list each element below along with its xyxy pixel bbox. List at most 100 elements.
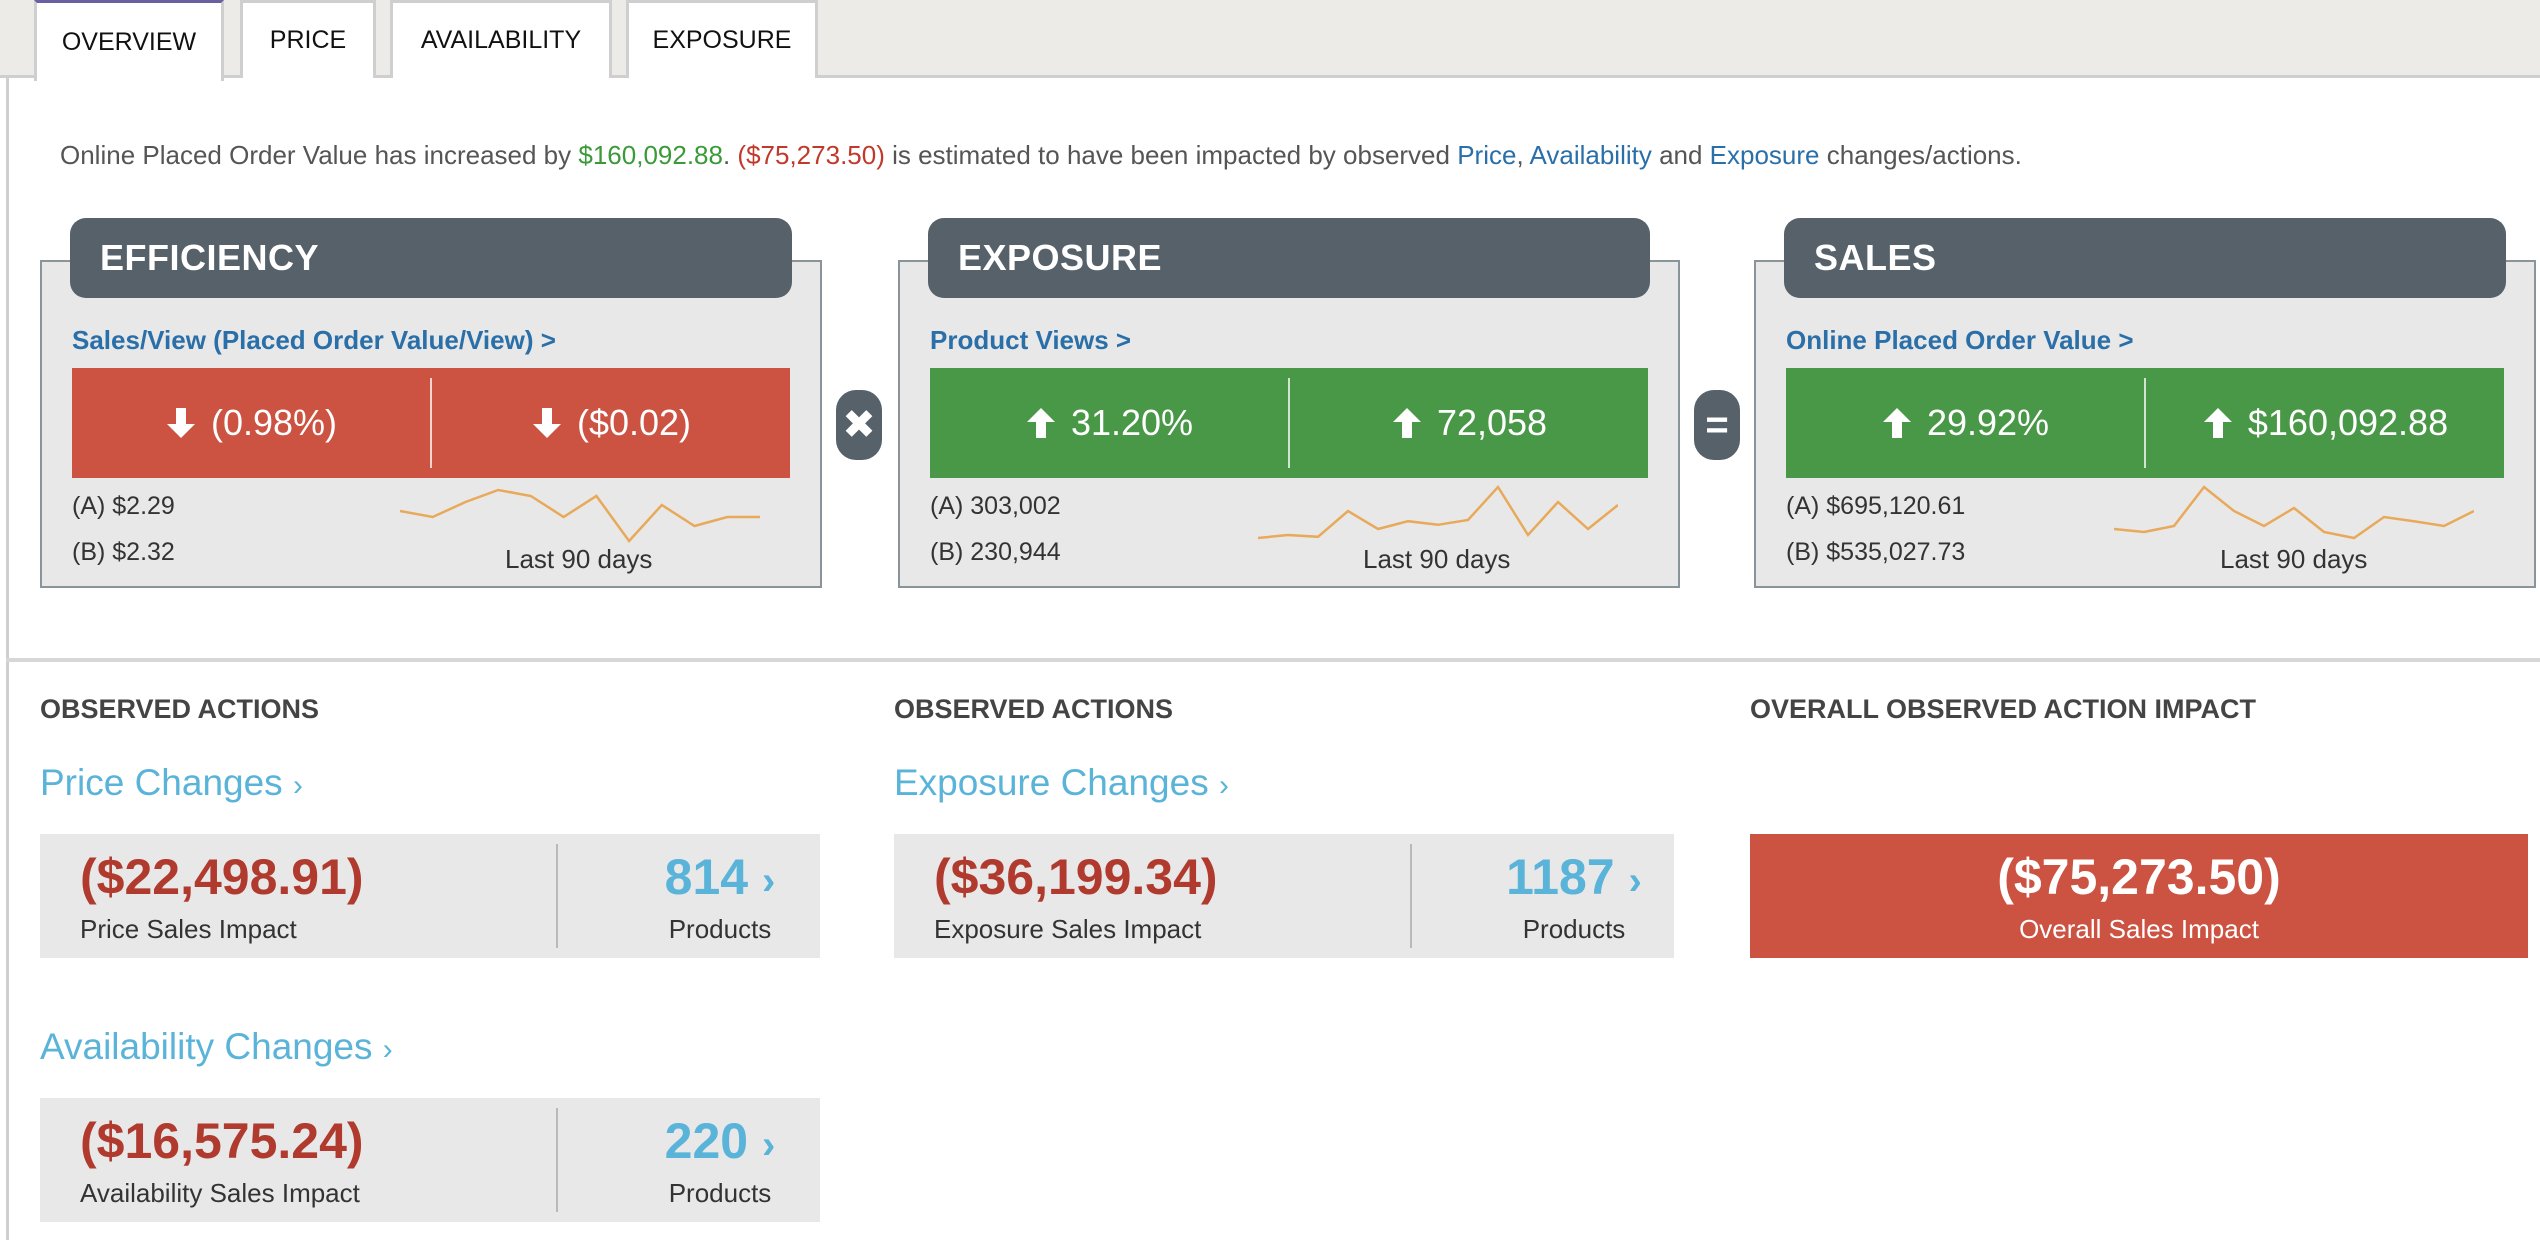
chevron-right-icon: › [762, 1123, 776, 1167]
tab-price[interactable]: PRICE [240, 0, 376, 78]
arrow-down-icon [166, 408, 195, 438]
tab-exposure[interactable]: EXPOSURE [626, 0, 818, 78]
summary-price-link[interactable]: Price [1457, 140, 1517, 170]
section-divider [6, 658, 2540, 662]
observed-actions-title: OBSERVED ACTIONS [894, 694, 1174, 724]
availability-impact-box: ($16,575.24) Availability Sales Impact 2… [40, 1098, 820, 1222]
divider [2144, 378, 2146, 468]
observed-actions-title: OBSERVED ACTIONS [40, 694, 320, 724]
availability-products-count: 220 [664, 1113, 749, 1169]
exposure-metric-link[interactable]: Product Views > [930, 325, 1132, 355]
summary-exposure-link[interactable]: Exposure [1709, 140, 1820, 170]
chevron-right-icon: › [382, 1033, 393, 1066]
summary-availability-link[interactable]: Availability [1529, 140, 1652, 170]
divider [556, 844, 558, 948]
efficiency-period-b: (B) $2.32 [72, 538, 175, 566]
overall-impact-box: ($75,273.50) Overall Sales Impact [1750, 834, 2528, 958]
availability-changes-label: Availability Changes [40, 1026, 373, 1067]
summary-part: Online Placed Order Value has increased … [60, 140, 579, 170]
exposure-products-link[interactable]: 1187 › [1474, 848, 1674, 906]
efficiency-abs-value: ($0.02) [576, 402, 692, 443]
exposure-products-count: 1187 [1506, 849, 1615, 905]
arrow-up-icon [1882, 408, 1911, 438]
multiply-operator: ✖ [836, 390, 882, 460]
exposure-period-b: (B) 230,944 [930, 538, 1061, 566]
exposure-changes-link[interactable]: Exposure Changes › [894, 762, 1229, 804]
divider [556, 1108, 558, 1212]
sales-card-title: SALES [1784, 218, 2506, 298]
price-products-label: Products [668, 914, 772, 944]
chevron-right-icon: › [1628, 859, 1642, 903]
summary-part: changes/actions. [1819, 140, 2022, 170]
sales-pct-value: 29.92% [1926, 402, 2050, 443]
efficiency-change-bar: (0.98%) ($0.02) [72, 368, 790, 478]
summary-text: Online Placed Order Value has increased … [60, 140, 2022, 171]
exposure-change-bar: 31.20% 72,058 [930, 368, 1648, 478]
exposure-abs-change: 72,058 [1290, 368, 1648, 478]
price-impact-label: Price Sales Impact [80, 914, 297, 944]
availability-products-label: Products [668, 1178, 772, 1208]
efficiency-metric-link[interactable]: Sales/View (Placed Order Value/View) > [72, 325, 556, 355]
exposure-pct-value: 31.20% [1070, 402, 1194, 443]
efficiency-period-a: (A) $2.29 [72, 492, 175, 520]
summary-increase-value: $160,092.88 [578, 140, 723, 170]
arrow-up-icon [1392, 408, 1421, 438]
efficiency-pct-value: (0.98%) [210, 402, 338, 443]
efficiency-abs-change: ($0.02) [432, 368, 790, 478]
summary-impact-value: ($75,273.50) [737, 140, 885, 170]
overall-impact-title: OVERALL OBSERVED ACTION IMPACT [1750, 694, 2257, 724]
price-changes-link[interactable]: Price Changes › [40, 762, 303, 804]
overall-impact-label: Overall Sales Impact [2019, 914, 2259, 944]
arrow-up-icon [2203, 408, 2232, 438]
exposure-pct-change: 31.20% [930, 368, 1288, 478]
summary-part: , [1516, 140, 1530, 170]
summary-part: is estimated to have been impacted by ob… [884, 140, 1458, 170]
sparkline-path [2114, 485, 2474, 540]
exposure-impact-label: Exposure Sales Impact [934, 914, 1202, 944]
tab-availability[interactable]: AVAILABILITY [390, 0, 612, 78]
tab-bar: OVERVIEW PRICE AVAILABILITY EXPOSURE [0, 0, 2540, 81]
efficiency-card-title: EFFICIENCY [70, 218, 792, 298]
chevron-right-icon: › [762, 859, 776, 903]
availability-changes-link[interactable]: Availability Changes › [40, 1026, 393, 1068]
sales-period-a: (A) $695,120.61 [1786, 492, 1966, 520]
exposure-changes-label: Exposure Changes [894, 762, 1209, 803]
sales-period-b: (B) $535,027.73 [1786, 538, 1966, 566]
sales-abs-value: $160,092.88 [2247, 402, 2449, 443]
overall-impact-value: ($75,273.50) [1997, 849, 2281, 905]
price-changes-label: Price Changes [40, 762, 283, 803]
availability-impact-value: ($16,575.24) [80, 1113, 364, 1169]
chevron-right-icon: › [1218, 769, 1229, 802]
exposure-period-label: Last 90 days [1363, 544, 1511, 574]
exposure-impact-box: ($36,199.34) Exposure Sales Impact 1187 … [894, 834, 1674, 958]
exposure-abs-value: 72,058 [1436, 402, 1548, 443]
arrow-down-icon [532, 408, 561, 438]
availability-impact-label: Availability Sales Impact [80, 1178, 360, 1208]
price-impact-box: ($22,498.91) Price Sales Impact 814 › Pr… [40, 834, 820, 958]
sales-abs-change: $160,092.88 [2146, 368, 2504, 478]
equals-operator: = [1694, 390, 1740, 460]
sales-sparkline [2114, 485, 2474, 540]
chevron-right-icon: › [292, 769, 303, 802]
price-impact-value: ($22,498.91) [80, 849, 364, 905]
sales-change-bar: 29.92% $160,092.88 [1786, 368, 2504, 478]
arrow-up-icon [1026, 408, 1055, 438]
sparkline-path [400, 488, 760, 543]
tab-overview[interactable]: OVERVIEW [34, 0, 224, 81]
sales-metric-link[interactable]: Online Placed Order Value > [1786, 325, 2134, 355]
price-products-count: 814 [664, 849, 749, 905]
sales-period-label: Last 90 days [2220, 544, 2368, 574]
divider [1288, 378, 1290, 468]
sales-pct-change: 29.92% [1786, 368, 2144, 478]
exposure-sparkline [1258, 484, 1618, 540]
availability-products-link[interactable]: 220 › [620, 1112, 820, 1170]
exposure-period-a: (A) 303,002 [930, 492, 1061, 520]
summary-part: and [1651, 140, 1710, 170]
efficiency-pct-change: (0.98%) [72, 368, 430, 478]
divider [1410, 844, 1412, 948]
price-products-link[interactable]: 814 › [620, 848, 820, 906]
summary-part: . [722, 140, 738, 170]
exposure-card-title: EXPOSURE [928, 218, 1650, 298]
sparkline-path [1258, 484, 1618, 540]
exposure-products-label: Products [1522, 914, 1626, 944]
